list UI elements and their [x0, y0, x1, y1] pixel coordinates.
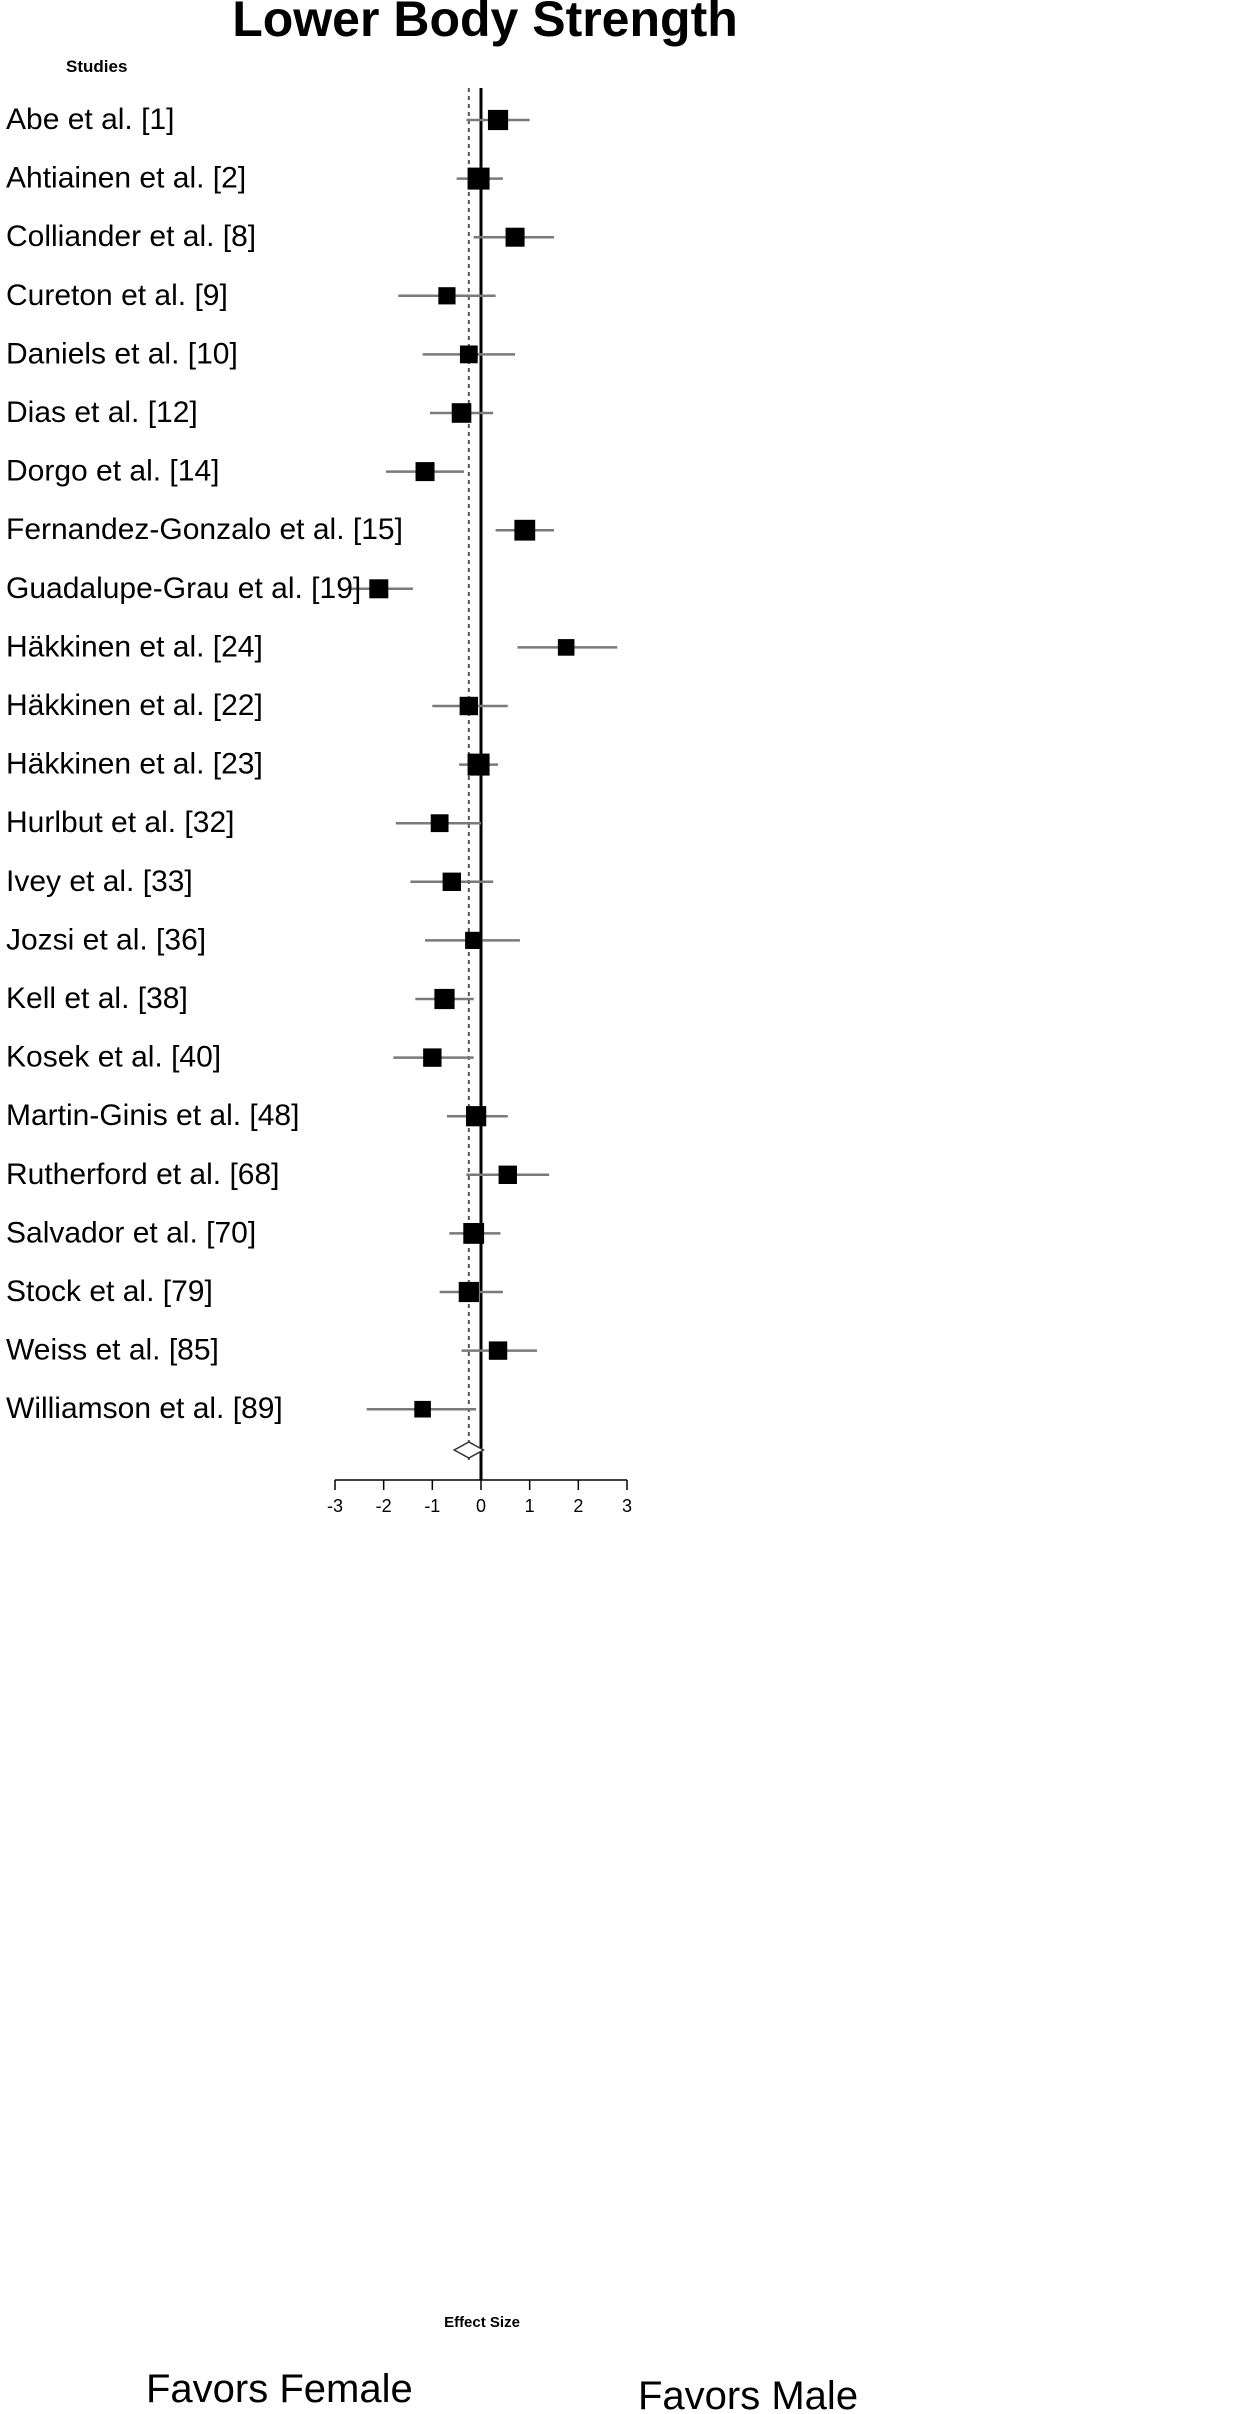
favors-female-annotation: Favors Female — [146, 2367, 413, 2411]
study-label: Häkkinen et al. [23] — [6, 748, 263, 781]
study-label: Häkkinen et al. [24] — [6, 630, 263, 663]
x-tick-label: 2 — [573, 1496, 583, 1516]
x-axis: -3 -2 -1 0 1 2 3 — [327, 1479, 632, 1516]
effect-marker — [442, 872, 461, 891]
study-label: Colliander et al. [8] — [6, 220, 256, 253]
x-tick-label: 3 — [622, 1496, 632, 1516]
effect-marker — [467, 167, 490, 190]
study-label: Guadalupe-Grau et al. [19] — [6, 572, 361, 605]
effect-marker — [467, 753, 490, 776]
effect-marker — [557, 639, 575, 656]
study-label: Rutherford et al. [68] — [6, 1158, 280, 1191]
effect-marker — [369, 579, 389, 599]
effect-marker — [459, 345, 478, 364]
study-label: Dias et al. [12] — [6, 396, 198, 429]
study-label: Hurlbut et al. [32] — [6, 806, 234, 839]
study-label: Weiss et al. [85] — [6, 1334, 219, 1367]
effect-marker — [498, 1165, 517, 1184]
study-label: Cureton et al. [9] — [6, 279, 228, 312]
study-label: Kosek et al. [40] — [6, 1041, 221, 1074]
study-label: Salvador et al. [70] — [6, 1216, 256, 1249]
effect-marker — [438, 287, 456, 305]
x-axis-label: Effect Size — [444, 2314, 520, 2331]
effect-marker — [459, 696, 479, 716]
study-label: Williamson et al. [89] — [6, 1392, 283, 1425]
effect-marker — [415, 462, 435, 482]
effect-marker — [514, 519, 536, 541]
effect-marker — [488, 1341, 508, 1360]
effect-marker — [430, 814, 449, 833]
x-tick-label: 1 — [525, 1496, 535, 1516]
effect-marker — [423, 1048, 442, 1067]
study-label: Stock et al. [79] — [6, 1275, 213, 1308]
plot-layer — [349, 88, 618, 1480]
chart-title: Lower Body Strength — [232, 0, 738, 47]
effect-marker — [505, 227, 525, 247]
study-label: Jozsi et al. [36] — [6, 923, 206, 956]
study-labels: Abe et al. [1] Ahtiainen et al. [2] Collia… — [6, 103, 403, 1425]
effect-marker — [465, 931, 483, 949]
x-tick-label: 0 — [476, 1496, 486, 1516]
studies-column-header: Studies — [66, 57, 127, 76]
study-label: Abe et al. [1] — [6, 103, 174, 136]
x-tick-label: -2 — [376, 1496, 392, 1516]
effect-marker — [466, 1106, 487, 1127]
study-label: Ahtiainen et al. [2] — [6, 162, 246, 195]
effect-marker — [414, 1400, 431, 1418]
study-label: Martin-Ginis et al. [48] — [6, 1099, 299, 1132]
study-label: Dorgo et al. [14] — [6, 455, 219, 488]
study-label: Häkkinen et al. [22] — [6, 689, 263, 722]
study-label: Ivey et al. [33] — [6, 865, 193, 898]
effect-marker — [487, 109, 509, 131]
study-label: Fernandez-Gonzalo et al. [15] — [6, 513, 403, 546]
study-label: Daniels et al. [10] — [6, 337, 238, 370]
favors-male-annotation: Favors Male — [638, 2374, 858, 2414]
effect-marker — [458, 1281, 479, 1303]
x-tick-label: -3 — [327, 1496, 343, 1516]
effect-marker — [434, 988, 455, 1010]
effect-marker — [463, 1223, 485, 1244]
study-label: Kell et al. [38] — [6, 982, 188, 1015]
effect-marker — [451, 403, 472, 423]
pooled-diamond — [452, 1441, 485, 1459]
x-tick-label: -1 — [424, 1496, 440, 1516]
